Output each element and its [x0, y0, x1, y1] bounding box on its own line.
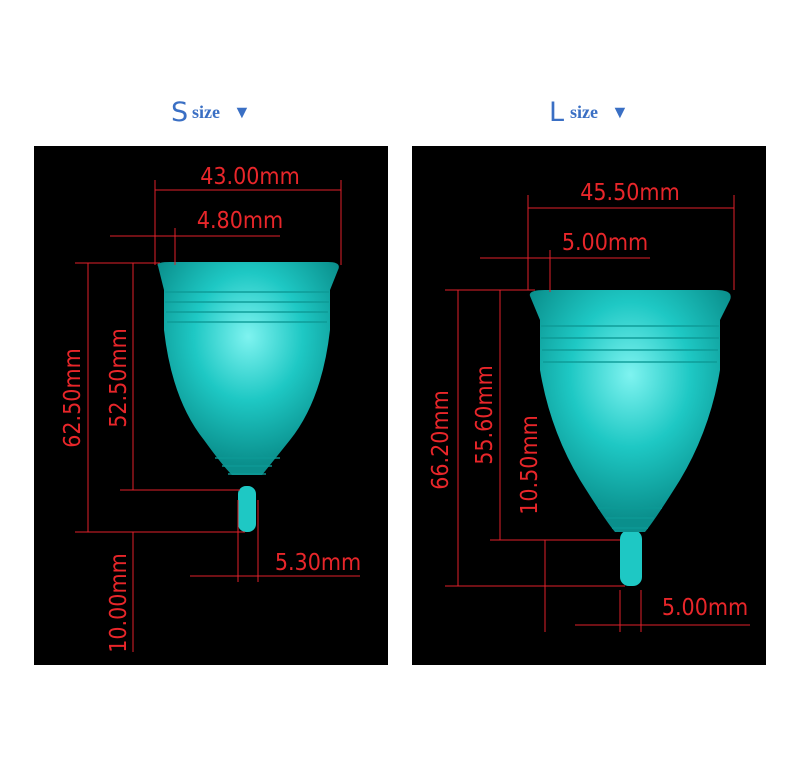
l-dimension-lines: [445, 195, 750, 632]
dimension-label: 45.50mm: [580, 180, 680, 206]
dimension-label: 10.50mm: [517, 415, 543, 515]
size-word: size: [570, 102, 598, 122]
dimension-label: 55.60mm: [472, 365, 498, 465]
size-letter: L: [549, 97, 564, 128]
s-dimension-lines: [75, 180, 360, 652]
dimension-label: 52.50mm: [106, 328, 132, 428]
l-cup: [529, 290, 731, 586]
size-word: size: [192, 102, 220, 122]
l-title: L size ▼: [549, 97, 629, 128]
size-marker: ▼: [611, 102, 629, 122]
dimension-label: 62.50mm: [60, 348, 86, 448]
size-marker: ▼: [233, 102, 251, 122]
dimension-label: 5.00mm: [562, 230, 648, 256]
s-cup: [157, 262, 339, 532]
dimension-label: 4.80mm: [197, 208, 283, 234]
size-letter: S: [171, 97, 188, 128]
dimension-label: 10.00mm: [106, 553, 132, 653]
dimension-label: 5.30mm: [275, 550, 361, 576]
dimension-label: 5.00mm: [662, 595, 748, 621]
s-title: S size ▼: [171, 97, 251, 128]
dimension-label: 43.00mm: [200, 164, 300, 190]
dimension-label: 66.20mm: [428, 390, 454, 490]
